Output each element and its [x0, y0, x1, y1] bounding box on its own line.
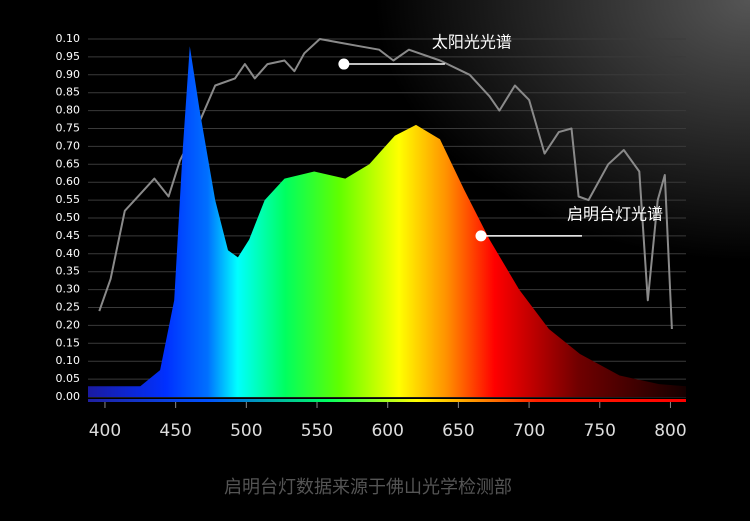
lamp-area [88, 46, 686, 397]
y-tick-label: 0.10 [56, 354, 81, 367]
y-tick-label: 0.55 [56, 193, 81, 206]
y-tick-label: 0.65 [56, 157, 81, 170]
x-tick-label: 800 [654, 421, 686, 441]
y-tick-label: 0.30 [56, 283, 81, 296]
y-tick-label: 0.60 [56, 175, 81, 188]
annotation-dot [475, 230, 487, 242]
y-tick-label: 0.05 [56, 372, 81, 385]
y-tick-label: 0.85 [56, 86, 81, 99]
y-tick-label: 0.00 [56, 390, 81, 403]
y-tick-label: 0.10 [56, 32, 81, 45]
x-tick-label: 550 [301, 421, 333, 441]
y-tick-label: 0.20 [56, 318, 81, 331]
y-tick-label: 0.95 [56, 50, 81, 63]
x-tick-label: 400 [89, 421, 121, 441]
y-tick-label: 0.75 [56, 122, 81, 135]
y-tick-label: 0.35 [56, 265, 81, 278]
x-tick-label: 600 [371, 421, 403, 441]
y-tick-label: 0.50 [56, 211, 81, 224]
y-tick-label: 0.70 [56, 139, 81, 152]
y-tick-label: 0.40 [56, 247, 81, 260]
footer: 启明台灯数据来源于佛山光学检测部 [224, 477, 512, 498]
y-tick-label: 0.25 [56, 301, 81, 314]
annotation-label: 太阳光光谱 [432, 33, 512, 52]
y-tick-label: 0.45 [56, 229, 81, 242]
y-tick-label: 0.90 [56, 68, 81, 81]
annotation-dot [338, 58, 350, 70]
spectrum-bar [88, 399, 686, 402]
y-tick-label: 0.15 [56, 336, 81, 349]
y-tick-label: 0.80 [56, 104, 81, 117]
annotation-label: 启明台灯光谱 [567, 204, 663, 223]
x-tick-label: 750 [584, 421, 616, 441]
x-tick-label: 450 [159, 421, 191, 441]
x-tick-label: 500 [230, 421, 262, 441]
x-tick-label: 650 [442, 421, 474, 441]
x-tick-label: 700 [513, 421, 545, 441]
